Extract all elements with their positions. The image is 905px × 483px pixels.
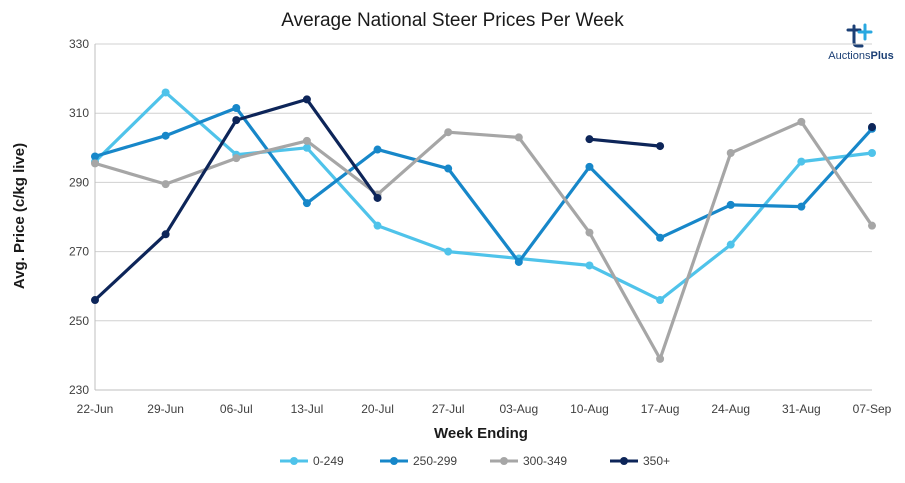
- series-line: [94, 120, 874, 361]
- auctionsplus-logo-icon: [846, 23, 873, 48]
- x-tick-label: 17-Aug: [641, 402, 680, 416]
- data-point: [373, 145, 382, 154]
- data-point: [797, 117, 806, 126]
- y-tick-label: 250: [69, 314, 89, 328]
- data-point: [726, 200, 735, 209]
- data-point: [302, 143, 311, 152]
- series-350+: [91, 95, 876, 305]
- legend-swatch-marker: [390, 457, 398, 465]
- auctionsplus-logo: AuctionsPlus: [826, 20, 896, 66]
- data-point: [161, 180, 170, 189]
- data-point: [232, 116, 241, 125]
- data-point: [585, 228, 594, 237]
- axes: 230 250 270 290 310 330 22-Jun 29-Jun 06-Jul 13-J…: [69, 37, 892, 416]
- data-point: [444, 247, 453, 256]
- legend-item: 0-249: [280, 454, 344, 468]
- data-point: [232, 154, 241, 163]
- legend-item: 250-299: [380, 454, 457, 468]
- x-tick-label: 20-Jul: [361, 402, 394, 416]
- series-0-249: [91, 88, 876, 305]
- data-point: [797, 202, 806, 211]
- data-point: [585, 261, 594, 270]
- data-point: [91, 296, 99, 305]
- data-point: [444, 128, 453, 137]
- series-250-299: [91, 104, 876, 266]
- legend: 0-249 250-299 300-349 350+: [280, 454, 670, 468]
- data-point: [373, 193, 382, 202]
- legend-swatch-marker: [620, 457, 628, 465]
- legend-label: 350+: [643, 454, 670, 468]
- y-tick-label: 270: [69, 245, 89, 259]
- legend-item: 350+: [610, 454, 670, 468]
- x-tick-label: 29-Jun: [147, 402, 184, 416]
- x-tick-label: 06-Jul: [220, 402, 253, 416]
- data-point: [868, 148, 876, 157]
- chart-title: Average National Steer Prices Per Week: [281, 10, 624, 31]
- auctionsplus-logo-text: AuctionsPlus: [826, 50, 896, 62]
- x-tick-label: 31-Aug: [782, 402, 821, 416]
- data-point: [868, 221, 876, 230]
- legend-label: 0-249: [313, 454, 344, 468]
- data-point: [232, 104, 241, 113]
- data-point: [656, 296, 665, 305]
- logo-text-bold: Plus: [870, 50, 894, 62]
- y-tick-label: 290: [69, 175, 89, 189]
- series-300-349: [91, 117, 876, 363]
- series-line: [589, 137, 661, 148]
- x-tick-label: 10-Aug: [570, 402, 609, 416]
- legend-swatch-marker: [500, 457, 508, 465]
- data-point: [726, 240, 735, 249]
- data-point: [797, 157, 806, 166]
- x-tick-label: 13-Jul: [291, 402, 324, 416]
- legend-label: 300-349: [523, 454, 567, 468]
- x-tick-label: 03-Aug: [499, 402, 538, 416]
- y-tick-label: 230: [69, 383, 89, 397]
- data-point: [868, 123, 876, 132]
- data-point: [656, 354, 665, 363]
- series-line: [94, 106, 874, 264]
- x-tick-label: 24-Aug: [711, 402, 750, 416]
- series-line: [93, 90, 873, 302]
- data-point: [444, 164, 453, 173]
- x-tick-label: 27-Jul: [432, 402, 465, 416]
- data-point: [161, 131, 170, 140]
- y-axis-label: Avg. Price (c/kg live): [11, 143, 28, 289]
- data-point: [514, 257, 523, 266]
- data-point: [302, 136, 311, 145]
- legend-item: 300-349: [490, 454, 567, 468]
- data-point: [91, 159, 99, 168]
- data-point: [302, 199, 311, 208]
- y-tick-label: 330: [69, 37, 89, 51]
- logo-text-main: Auctions: [828, 50, 871, 62]
- legend-swatch-marker: [290, 457, 298, 465]
- x-tick-label: 07-Sep: [853, 402, 892, 416]
- data-point: [161, 230, 170, 239]
- data-point: [656, 142, 665, 151]
- data-point: [726, 148, 735, 157]
- series-layer: [91, 88, 876, 363]
- data-point: [585, 162, 594, 171]
- data-point: [161, 88, 170, 97]
- series-line: [93, 97, 379, 302]
- data-point: [91, 152, 99, 161]
- legend-label: 250-299: [413, 454, 457, 468]
- data-point: [656, 233, 665, 242]
- x-tick-label: 22-Jun: [77, 402, 114, 416]
- y-tick-label: 310: [69, 106, 89, 120]
- data-point: [514, 133, 523, 142]
- x-axis-label: Week Ending: [434, 425, 528, 442]
- data-point: [373, 221, 382, 230]
- data-point: [302, 95, 311, 104]
- data-point: [585, 135, 594, 144]
